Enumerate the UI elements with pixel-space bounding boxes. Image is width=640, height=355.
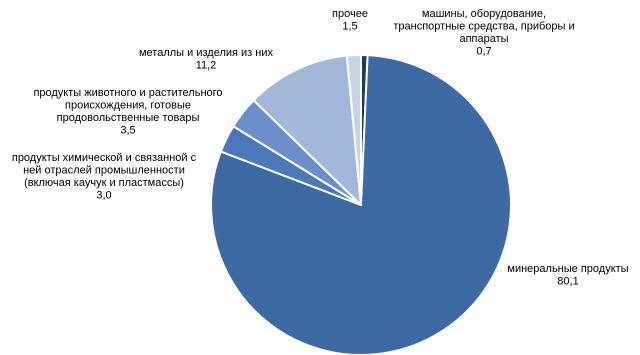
slice-label-line: аппараты [459,33,508,45]
slice-value-label: 80,1 [557,276,578,288]
slice-label-line: прочее [332,8,368,20]
slice-label-line: продукты животного и растительного [33,87,222,99]
slice-label-line: машины, оборудование, [422,8,546,20]
slice-value-label: 11,2 [196,60,217,72]
slice-label: продукты химической и связанной с ней отр… [12,152,197,202]
slice-value-label: 1,5 [342,21,357,33]
pie-slice [252,54,362,206]
slice-value-label: 3,5 [120,125,135,137]
slice-label: металлы и изделия из них 11,2 [139,47,274,72]
slice-label-line: ней отраслей промышленности [23,165,185,177]
pie-slice [345,54,362,206]
slice-label-line: транспортные средства, приборы и [393,21,574,33]
slice-label-line: продукты химической и связанной с [12,152,197,164]
slice-label-line: продовольственные товары [57,112,200,124]
slice-label-line: происхождения, готовые [65,100,191,112]
slice-value-label: 3,0 [96,190,111,202]
slice-label: машины, оборудование, транспортные средст… [393,8,574,58]
slice-label-line: металлы и изделия из них [139,47,274,59]
slice-label: минеральные продукты 80,1 [507,263,628,288]
pie-labels: машины, оборудование, транспортные средст… [12,8,629,288]
slice-label: прочее 1,5 [332,8,368,33]
pie-slices [210,54,512,355]
slice-value-label: 0,7 [476,46,491,58]
slice-label-line: (включая каучук и пластмассы) [24,177,184,189]
slice-label-line: минеральные продукты [507,263,628,275]
slice-label: продукты животного и растительного происх… [33,87,222,137]
